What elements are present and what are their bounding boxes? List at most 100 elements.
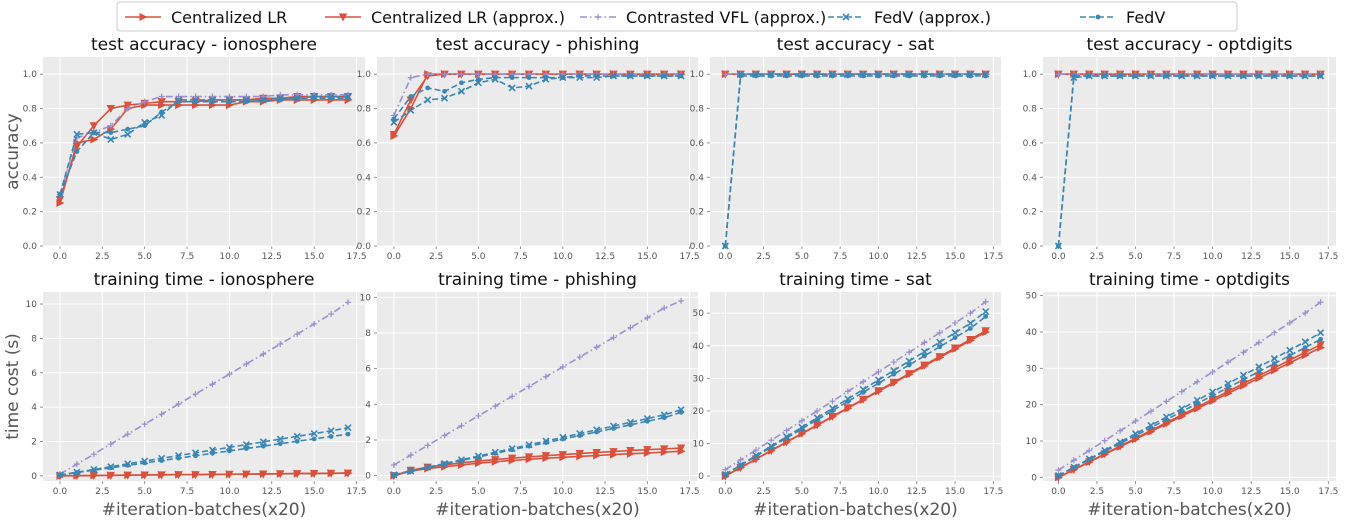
subplot-title: training time - optdigits <box>1089 270 1290 290</box>
data-point <box>1086 73 1092 79</box>
data-point <box>192 93 199 100</box>
data-point <box>936 329 943 336</box>
series-line <box>724 315 987 476</box>
data-point <box>524 453 534 462</box>
y-tick-label: 2 <box>365 436 371 446</box>
x-tick-label: 15.0 <box>1280 252 1300 262</box>
data-point <box>226 371 233 378</box>
data-point <box>783 427 790 434</box>
data-point <box>276 470 285 479</box>
x-tick-label: 12.5 <box>907 487 927 497</box>
data-point <box>1102 449 1108 454</box>
data-point <box>1071 73 1077 79</box>
y-tick-label: 40 <box>1026 328 1038 338</box>
y-tick-label: 0.2 <box>23 208 37 218</box>
data-point <box>1301 338 1309 346</box>
y-tick-label: 0.4 <box>1023 173 1038 183</box>
data-point <box>227 99 232 105</box>
data-point <box>845 399 851 404</box>
x-tick-label: 10.0 <box>868 487 888 497</box>
data-point <box>1133 73 1138 79</box>
data-point <box>814 73 820 79</box>
x-tick-label: 12.5 <box>595 487 615 497</box>
data-point <box>1102 73 1108 79</box>
data-point <box>611 426 616 431</box>
x-tick-label: 15.0 <box>637 487 657 497</box>
data-point <box>609 448 618 457</box>
data-point <box>576 354 583 361</box>
data-point <box>159 458 165 463</box>
x-tick-label: 10.0 <box>219 487 239 497</box>
data-point <box>628 422 633 428</box>
data-point <box>1101 437 1108 444</box>
subplot-title: training time - ionosphere <box>94 270 315 290</box>
data-point <box>492 450 498 456</box>
data-point <box>55 196 65 205</box>
data-point <box>1270 354 1278 363</box>
series-fedv <box>57 431 351 478</box>
y-tick-label: 8 <box>365 329 371 339</box>
legend-label: FedV (approx.) <box>874 8 991 27</box>
y-tick-label: 4 <box>31 403 37 413</box>
data-point <box>1179 409 1185 414</box>
data-point <box>442 461 447 467</box>
data-point <box>1055 71 1062 78</box>
legend-label: Contrasted VFL (approx.) <box>626 8 826 27</box>
x-tick-label: 2.5 <box>429 487 443 497</box>
data-point <box>157 98 166 107</box>
x-axis-label: #iteration-batches(x20) <box>102 500 306 520</box>
data-point <box>174 471 183 480</box>
data-point <box>389 130 399 139</box>
x-tick-label: 12.5 <box>262 252 282 262</box>
data-point <box>508 84 516 92</box>
data-point <box>1271 73 1277 79</box>
data-point <box>594 73 600 79</box>
series-line <box>59 472 349 477</box>
data-point <box>738 462 744 468</box>
data-point <box>140 471 149 480</box>
data-point <box>876 380 881 386</box>
data-point <box>1270 364 1279 373</box>
series-line <box>393 411 682 476</box>
data-point <box>891 371 897 377</box>
data-point <box>644 418 650 424</box>
data-point <box>475 454 481 460</box>
legend: Centralized LR Centralized LR (approx.) Co… <box>116 1 1238 32</box>
data-point <box>107 441 114 448</box>
data-point <box>243 99 249 105</box>
y-tick-label: 2 <box>31 437 37 447</box>
data-point <box>91 130 97 136</box>
x-tick-label: 2.5 <box>95 487 109 497</box>
data-point <box>243 93 250 100</box>
data-point <box>106 471 115 480</box>
data-point <box>937 344 943 350</box>
data-point <box>176 99 181 105</box>
y-tick-label: 1.0 <box>357 70 372 80</box>
x-tick-label: 2.5 <box>1090 487 1104 497</box>
series-line <box>1057 301 1322 471</box>
data-point <box>193 99 198 105</box>
data-point <box>592 448 601 457</box>
data-point <box>509 447 515 453</box>
data-point <box>191 471 200 480</box>
x-tick-label: 17.5 <box>1318 487 1338 497</box>
data-point <box>935 353 944 362</box>
data-point <box>294 331 301 338</box>
data-point <box>876 73 881 79</box>
y-tick-label: 0.8 <box>23 105 38 115</box>
x-tick-label: 17.5 <box>1318 252 1338 262</box>
series-line <box>724 75 986 247</box>
x-tick-label: 7.5 <box>1167 252 1181 262</box>
subplots: 0.0 2.5 5.0 7.5 10.0 12.5 15.0 17.50.00.20.40.6… <box>3 35 1338 520</box>
y-tick-label: 0.8 <box>357 105 372 115</box>
data-point <box>391 472 397 478</box>
data-point <box>891 73 897 79</box>
data-point <box>142 123 148 129</box>
subplot-test-accuracy-phishing: 0.0 2.5 5.0 7.5 10.0 12.5 15.0 17.5 0.0 0.2 0.4 0.6… <box>357 35 700 262</box>
data-point <box>408 468 414 474</box>
series-fedv <box>391 73 684 122</box>
legend-entry-contrasted-vfl-approx: Contrasted VFL (approx.) <box>580 8 826 27</box>
data-point <box>611 73 616 79</box>
data-point <box>124 130 132 138</box>
x-tick-label: 5.0 <box>471 487 486 497</box>
